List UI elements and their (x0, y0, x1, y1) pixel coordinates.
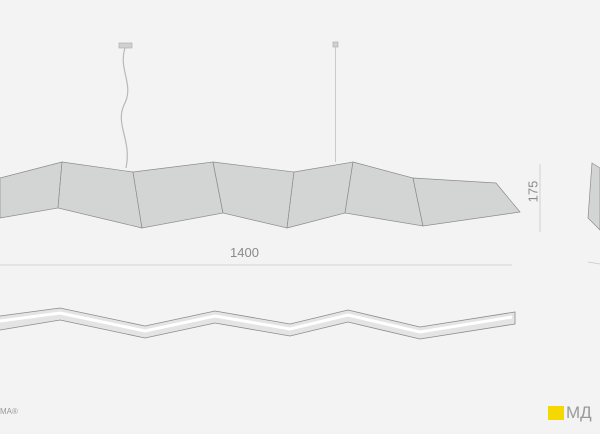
brand-logo: МД (548, 403, 592, 423)
logo-text: МД (566, 403, 592, 422)
suspension-cable (120, 47, 129, 169)
lamp-side-view (587, 162, 600, 265)
height-dimension-label: 175 (525, 180, 541, 203)
ceiling-canopy (118, 42, 133, 49)
length-dimension-label: 1400 (230, 245, 259, 260)
brand-text: MA® (0, 407, 18, 416)
lamp-front-view (0, 161, 521, 229)
ceiling-canopy (332, 41, 339, 48)
logo-mark-icon (548, 406, 564, 420)
lamp-bottom-view (0, 307, 516, 340)
